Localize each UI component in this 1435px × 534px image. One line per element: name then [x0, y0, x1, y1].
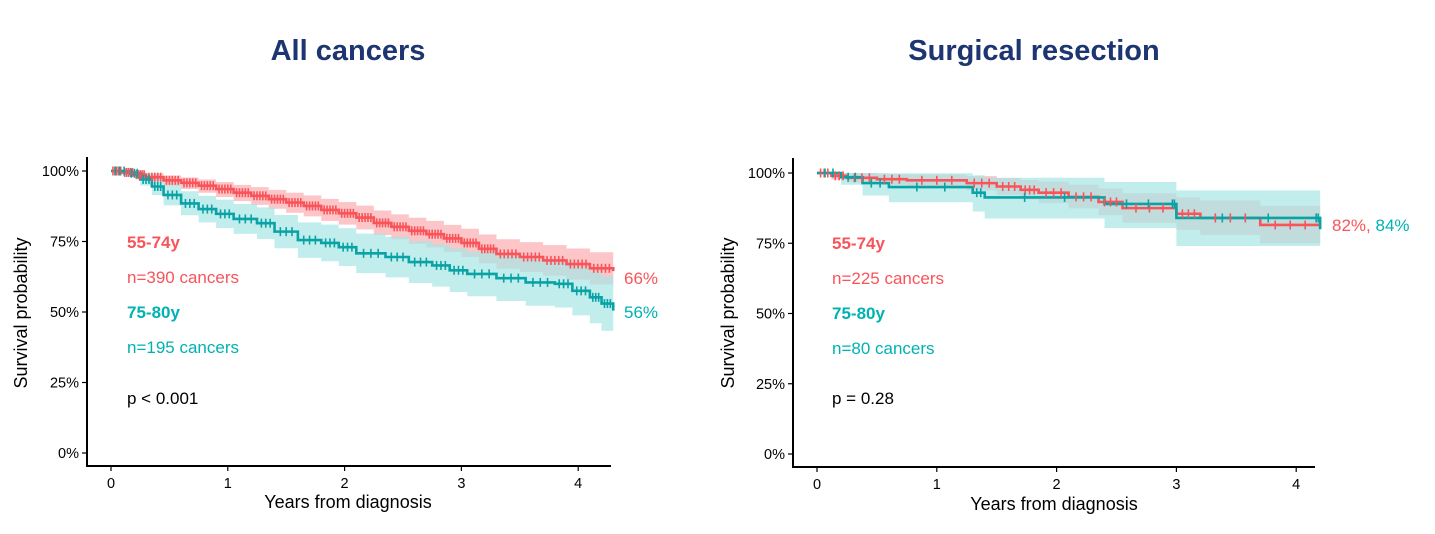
end-label-separator: ,	[1366, 216, 1375, 235]
x-tick-label: 3	[457, 476, 465, 492]
ci-band-75-80y	[111, 171, 614, 339]
x-tick-label: 1	[224, 476, 232, 492]
survival-line-75-80y	[111, 169, 615, 311]
x-tick-label: 2	[1053, 477, 1061, 493]
group1-n: n=225 cancers	[832, 269, 944, 288]
end-label-group2: 56%	[624, 303, 658, 322]
y-tick-label: 100%	[748, 166, 785, 182]
x-tick-label: 0	[813, 477, 821, 493]
y-tick-label: 75%	[756, 236, 785, 252]
end-label-group2: 84%	[1375, 216, 1409, 235]
ci-bands	[817, 173, 1321, 265]
chart-title: All cancers	[271, 35, 426, 67]
y-tick-label: 50%	[50, 305, 79, 321]
x-tick-label: 4	[1292, 477, 1300, 493]
y-tick-label: 0%	[58, 446, 79, 462]
group2-label: 75-80y	[127, 303, 180, 322]
x-axis-label: Years from diagnosis	[264, 492, 431, 512]
x-ticks: 0 1 2 3 4	[107, 466, 582, 492]
x-tick-label: 1	[933, 477, 941, 493]
y-tick-label: 25%	[756, 377, 785, 393]
x-tick-label: 4	[574, 476, 582, 492]
group1-label: 55-74y	[127, 233, 180, 252]
y-tick-label: 50%	[756, 307, 785, 323]
y-axis-label: Survival probability	[718, 237, 738, 388]
ci-bands	[111, 171, 614, 339]
x-tick-label: 2	[341, 476, 349, 492]
censor-marks	[819, 168, 1319, 230]
end-label-group1: 66%	[624, 269, 658, 288]
y-ticks: 0% 25% 50% 75% 100%	[42, 164, 87, 462]
group1-label: 55-74y	[832, 234, 885, 253]
y-tick-label: 0%	[764, 447, 785, 463]
end-label-group1: 82%	[1332, 216, 1366, 235]
group1-n: n=390 cancers	[127, 268, 239, 287]
chart-title: Surgical resection	[908, 35, 1159, 67]
group2-n: n=195 cancers	[127, 338, 239, 357]
end-labels: 82%, 84%	[1332, 216, 1410, 235]
panel-surgical-resection: Surgical resection 0% 25% 50% 75% 100% 0 1 2 3 4…	[718, 35, 1410, 514]
y-tick-label: 100%	[42, 164, 79, 180]
y-axis-label: Survival probability	[11, 237, 31, 388]
x-tick-label: 3	[1172, 477, 1180, 493]
ci-band-75-80y	[817, 173, 1321, 265]
x-ticks: 0 1 2 3 4	[813, 467, 1300, 493]
y-tick-label: 25%	[50, 376, 79, 392]
group2-n: n=80 cancers	[832, 339, 935, 358]
y-tick-label: 75%	[50, 235, 79, 251]
p-value: p < 0.001	[127, 389, 198, 408]
y-ticks: 0% 25% 50% 75% 100%	[748, 166, 793, 463]
x-tick-label: 0	[107, 476, 115, 492]
group2-label: 75-80y	[832, 304, 885, 323]
p-value: p = 0.28	[832, 389, 894, 408]
x-axis-label: Years from diagnosis	[970, 494, 1137, 514]
censor-marks	[112, 166, 612, 309]
panel-all-cancers: All cancers 0% 25% 50% 75% 100% 0 1 2 3 4 Years …	[11, 35, 658, 512]
